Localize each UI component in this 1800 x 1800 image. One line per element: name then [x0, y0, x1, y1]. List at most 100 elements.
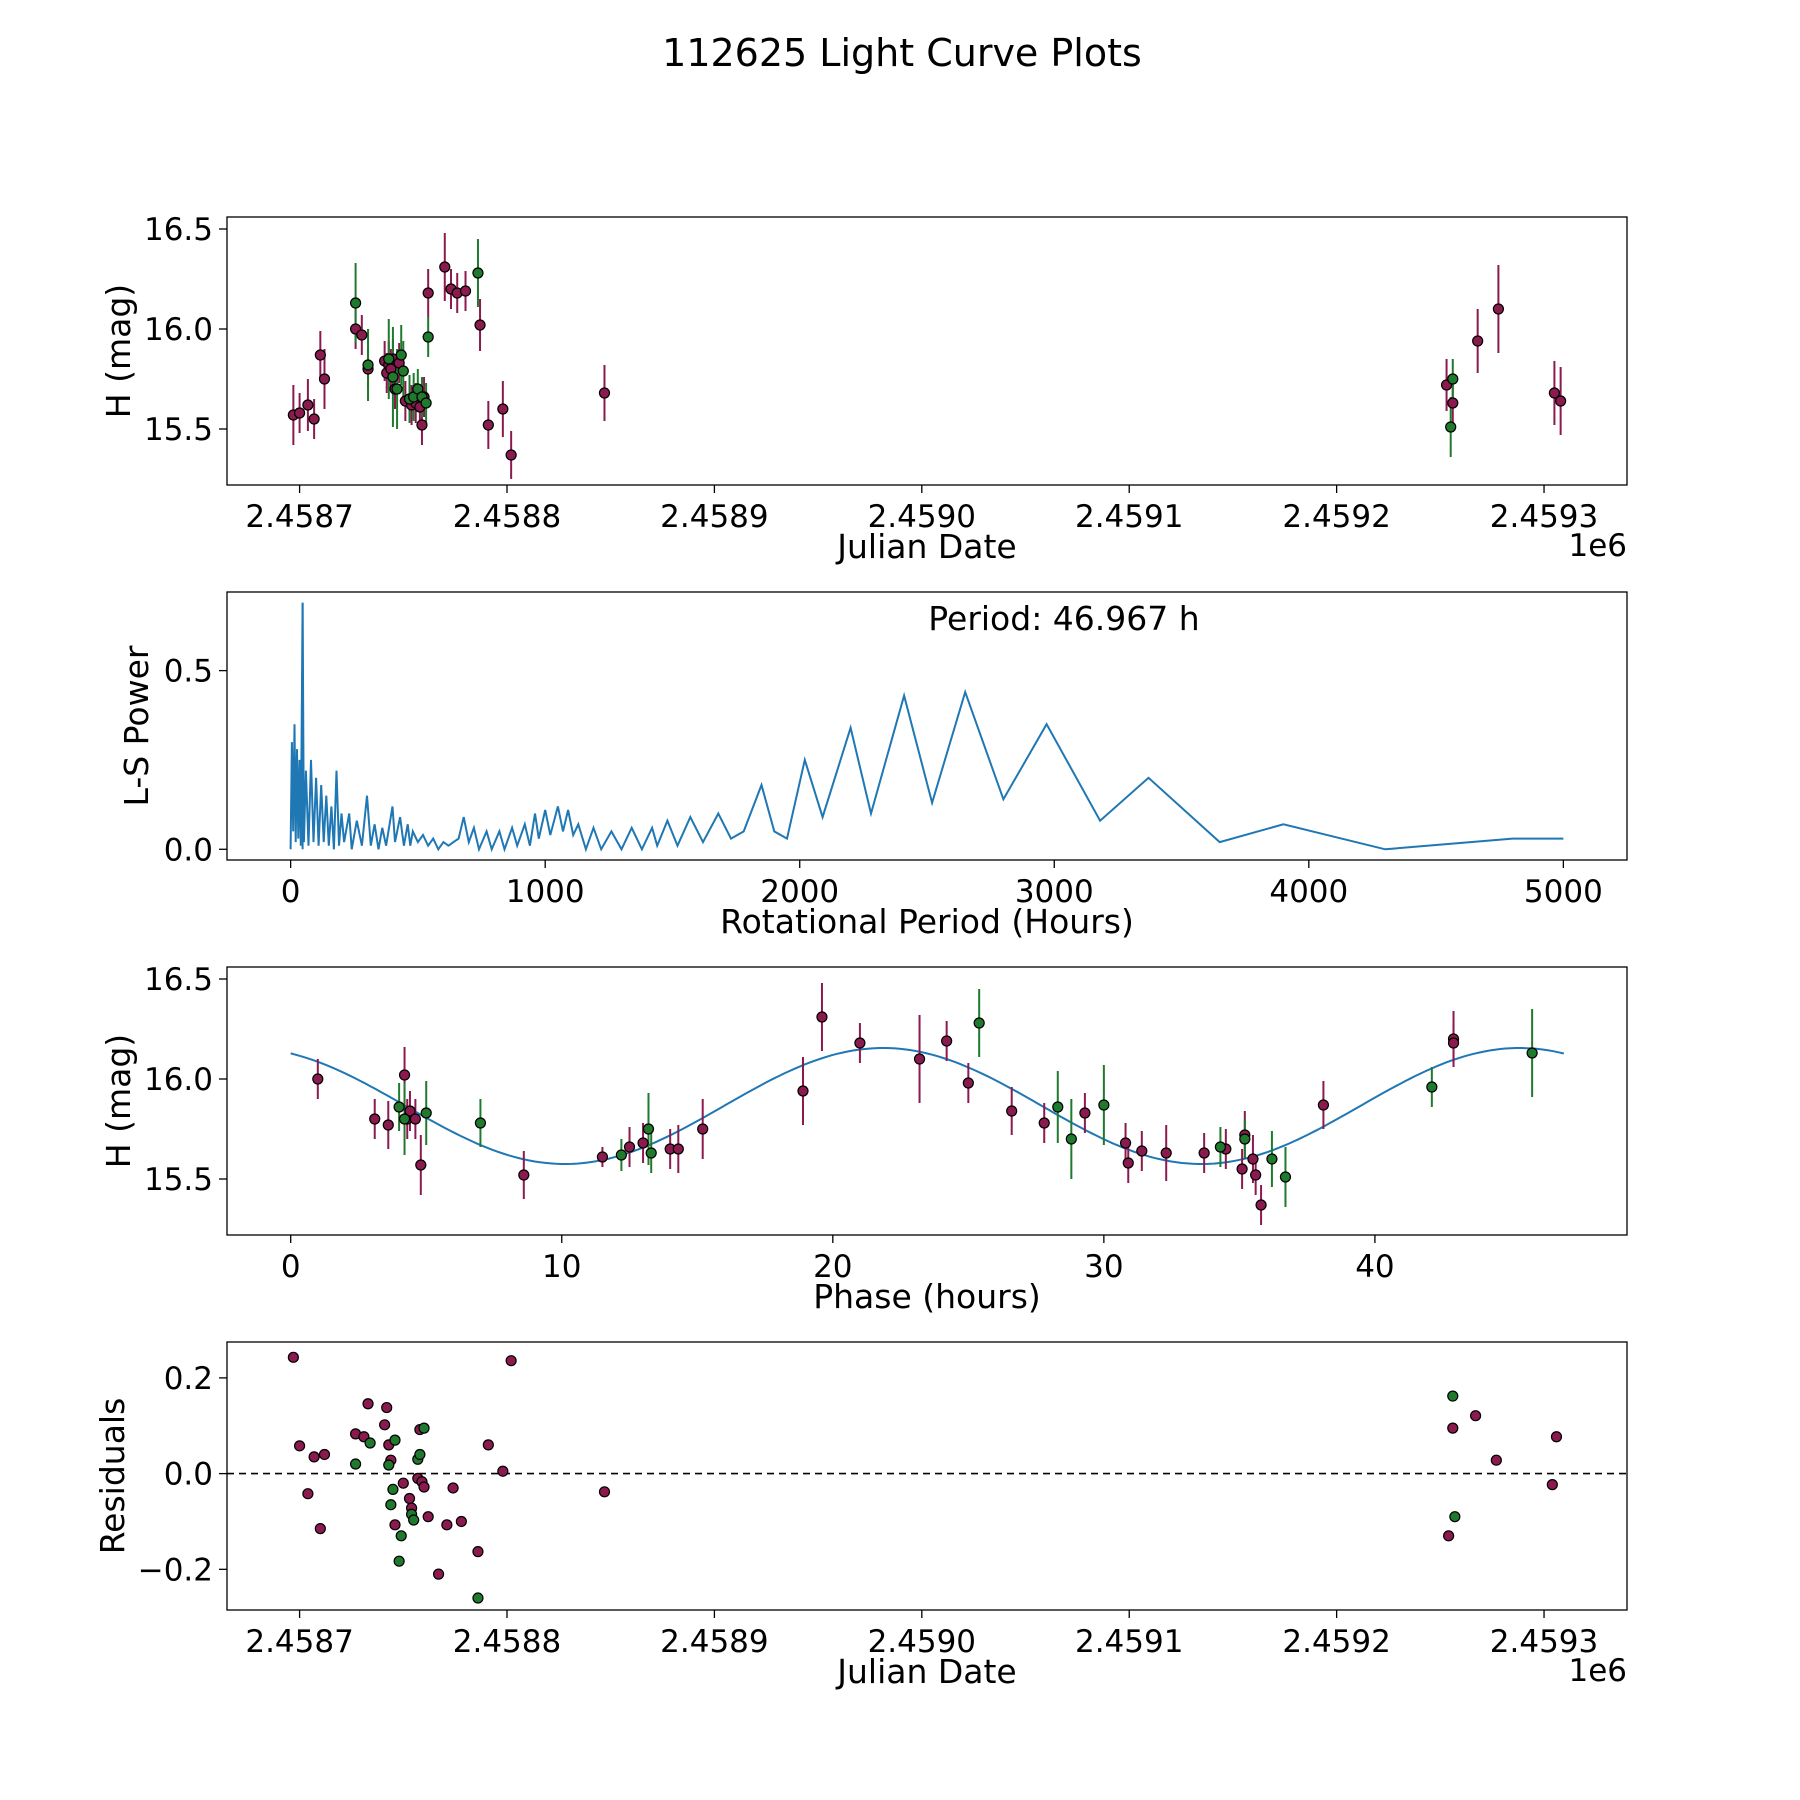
periodogram-xtick-label: 4000 [1269, 874, 1348, 910]
lightcurve-xtick-label: 2.4593 [1490, 499, 1598, 535]
lightcurve-point [383, 353, 395, 365]
residuals-point [482, 1439, 494, 1451]
residuals-point [1490, 1454, 1502, 1466]
residuals-point [395, 1530, 407, 1542]
phased-point [854, 1037, 866, 1049]
phased-point [1122, 1157, 1134, 1169]
lightcurve-point [497, 403, 509, 415]
residuals-xtick-label: 2.4592 [1282, 1624, 1390, 1660]
residuals-point [397, 1477, 409, 1489]
periodogram-marks [289, 602, 1564, 853]
lightcurve-xlabel: Julian Date [835, 527, 1017, 566]
residuals-point [302, 1488, 314, 1500]
residuals-point [314, 1523, 326, 1535]
phased-xtick-label: 0 [281, 1249, 301, 1285]
lightcurve-frame [226, 216, 1628, 486]
residuals-point [447, 1482, 459, 1494]
lightcurve-point [420, 397, 432, 409]
residuals-xtick-label: 2.4591 [1075, 1624, 1183, 1660]
phased-xtick-label: 10 [542, 1249, 581, 1285]
phased-point [393, 1101, 405, 1113]
phased-point [398, 1069, 411, 1081]
lightcurve-point [1555, 395, 1567, 407]
phased-point [1098, 1099, 1110, 1111]
residuals-point [385, 1499, 397, 1511]
phased-point [816, 1011, 828, 1023]
residuals-xtick-label: 2.4593 [1490, 1624, 1598, 1660]
lightcurve-point [1445, 421, 1457, 433]
residuals-frame [226, 1341, 1628, 1611]
phased-point [398, 1113, 411, 1125]
residuals-point [408, 1514, 420, 1526]
lightcurve-point [349, 297, 362, 309]
residuals-point [418, 1422, 430, 1434]
lightcurve-xtick-label: 2.4587 [245, 499, 353, 535]
lightcurve-point [308, 413, 320, 425]
phased-point [1447, 1037, 1460, 1049]
phased-point [642, 1123, 655, 1135]
phased-point [1247, 1153, 1259, 1165]
residuals-point [441, 1519, 453, 1531]
periodogram-ylabel: L-S Power [117, 645, 156, 806]
phased-point [941, 1035, 953, 1047]
lightcurve-point [474, 319, 486, 331]
residuals-point [389, 1434, 401, 1446]
phased-point [637, 1137, 649, 1149]
residuals-offset-label: 1e6 [1568, 1653, 1627, 1689]
phased-point [1266, 1153, 1278, 1165]
phased-point [1317, 1099, 1330, 1111]
residuals-point [455, 1515, 467, 1528]
lightcurve-point [1472, 335, 1484, 347]
lightcurve-ticks: 2.4587 2.4588 2.4589 2.4590 2.4591 2.4592 2.45… [144, 212, 1598, 535]
figure-title: 112625 Light Curve Plots [662, 31, 1142, 75]
residuals-point [318, 1448, 331, 1461]
residuals-point [364, 1437, 376, 1449]
lightcurve-point [598, 387, 611, 399]
lightcurve-marks [287, 233, 1567, 479]
phased-point [474, 1117, 487, 1129]
lightcurve-point [505, 449, 517, 461]
residuals-point [393, 1555, 405, 1567]
phased-point [1526, 1047, 1538, 1059]
residuals-ylabel: Residuals [93, 1398, 132, 1555]
residuals-point [308, 1451, 320, 1463]
residuals-xtick-label: 2.4590 [868, 1624, 976, 1660]
periodogram-ytick-label: 0.5 [164, 654, 213, 690]
lightcurve-point [472, 267, 484, 279]
lightcurve-point [1548, 387, 1561, 399]
phased-point [1160, 1147, 1172, 1159]
residuals-xtick-label: 2.4589 [660, 1624, 768, 1660]
phased-point [1426, 1081, 1438, 1093]
residuals-point [598, 1486, 611, 1498]
phased-xtick-label: 40 [1355, 1249, 1394, 1285]
lightcurve-point [1447, 373, 1459, 385]
lightcurve-offset-label: 1e6 [1568, 528, 1627, 564]
residuals-point [418, 1481, 430, 1493]
phased-point [672, 1143, 684, 1155]
phased-ytick-label: 16.5 [144, 962, 213, 998]
phased-point [415, 1159, 427, 1171]
lightcurve-panel: 2.4587 2.4588 2.4589 2.4590 2.4591 2.4592 2.45… [99, 212, 1628, 566]
phased-point [1119, 1137, 1132, 1149]
phased-point [518, 1169, 530, 1181]
residuals-xlabel: Julian Date [835, 1652, 1017, 1691]
phased-point [1214, 1141, 1227, 1153]
phased-marks [290, 983, 1565, 1225]
periodogram-panel: 0 1000 2000 3000 4000 5000 0.0 0.5 Period: 46.9… [117, 591, 1628, 941]
residuals-point [287, 1351, 299, 1363]
residuals-ticks: 2.4587 2.4588 2.4589 2.4590 2.4591 2.4592 2.45… [138, 1361, 1599, 1660]
lightcurve-point [422, 287, 434, 299]
phased-xlabel: Phase (hours) [813, 1277, 1041, 1316]
periodogram-xtick-label: 5000 [1524, 874, 1603, 910]
lightcurve-point [302, 399, 314, 411]
lightcurve-point [318, 373, 331, 385]
phased-point [1198, 1147, 1210, 1159]
phased-ytick-label: 16.0 [144, 1062, 213, 1098]
phased-point [1038, 1117, 1050, 1129]
lightcurve-point [293, 407, 306, 419]
residuals-point [1469, 1410, 1482, 1422]
residuals-point [1443, 1530, 1455, 1542]
phased-point [913, 1053, 926, 1065]
lightcurve-ylabel: H (mag) [99, 284, 138, 418]
residuals-point [403, 1492, 416, 1505]
